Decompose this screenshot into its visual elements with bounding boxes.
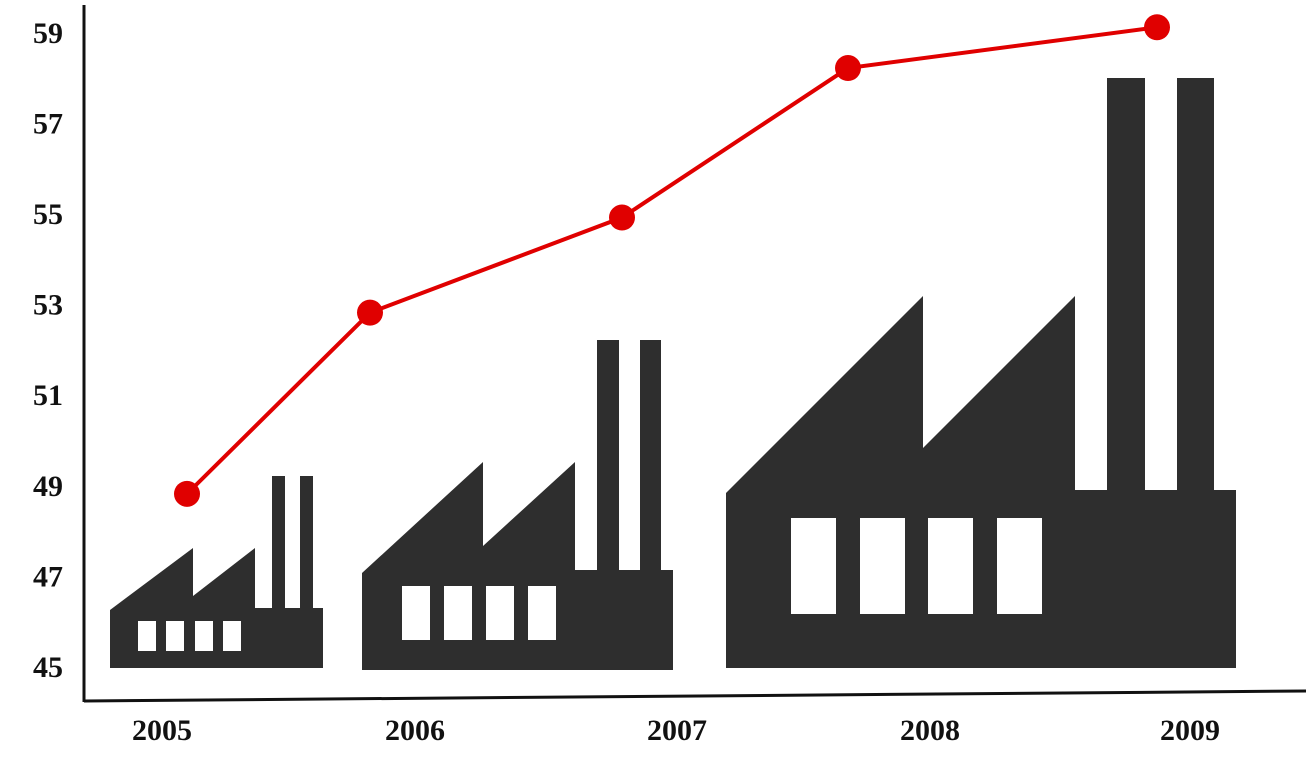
y-tick-label: 53	[33, 289, 63, 322]
y-tick-label: 55	[33, 198, 63, 231]
axes	[82, 5, 1307, 703]
x-tick-label: 2008	[900, 714, 960, 747]
y-tick-label: 45	[33, 651, 63, 684]
y-tick-label: 59	[33, 17, 63, 50]
y-tick-label: 49	[33, 470, 63, 503]
factory-2005-icon	[110, 476, 323, 668]
data-point-2005	[174, 480, 200, 507]
y-tick-label: 57	[33, 107, 63, 140]
y-tick-label: 47	[33, 560, 63, 593]
y-tick-label: 51	[33, 379, 63, 412]
x-tick-label: 2005	[132, 714, 192, 747]
x-tick-label: 2006	[385, 714, 445, 747]
data-point-2006	[357, 299, 383, 326]
data-point-2007	[609, 204, 635, 231]
x-tick-labels: 2005 2006 2007 2008 2009	[132, 714, 1220, 747]
factory-2008-icon	[726, 78, 1236, 668]
y-tick-labels: 45 47 49 51 53 55 57 59	[33, 17, 63, 684]
factory-illustrations	[110, 78, 1236, 670]
series-group	[174, 14, 1170, 507]
x-tick-label: 2009	[1160, 714, 1220, 747]
factory-2006-icon	[362, 340, 673, 670]
x-tick-label: 2007	[647, 714, 707, 747]
data-point-2008	[835, 55, 861, 82]
x-axis-line	[83, 689, 1307, 703]
data-point-2009	[1144, 14, 1170, 41]
